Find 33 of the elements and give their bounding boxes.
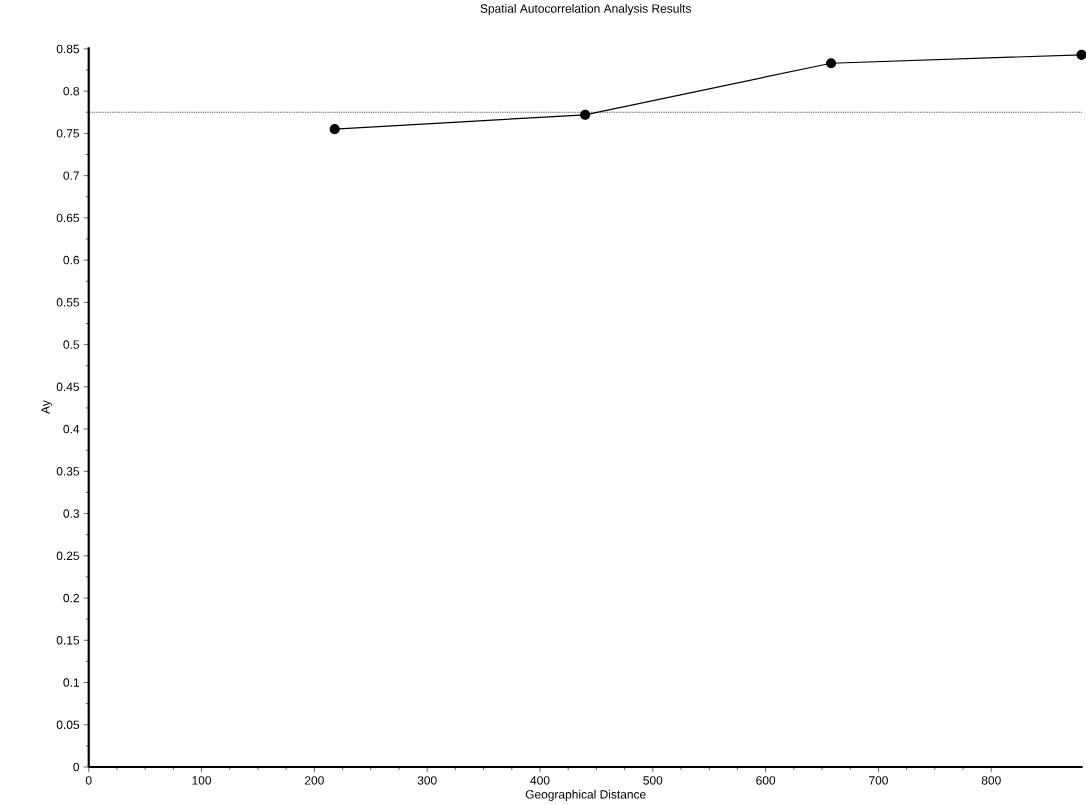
y-tick-label: 0.75 — [56, 129, 80, 138]
y-tick-label: 0.4 — [63, 424, 80, 434]
y-tick-label: 0.6 — [63, 255, 80, 265]
x-tick-label: 0 — [85, 776, 92, 785]
chart-title: Spatial Autocorrelation Analysis Results — [480, 3, 691, 16]
y-tick-label: 0.8 — [63, 86, 80, 96]
y-tick-label: 0.55 — [56, 298, 80, 307]
y-tick-label: 0.2 — [63, 593, 79, 603]
y-tick-label: 0.45 — [56, 382, 80, 392]
x-tick-label: 400 — [530, 776, 550, 785]
point — [580, 109, 591, 120]
x-tick-label: 200 — [304, 776, 324, 785]
y-tick-label: 0.5 — [63, 340, 80, 349]
x-tick-label: 700 — [869, 776, 888, 785]
y-tick-label: 0.1 — [63, 678, 79, 687]
y-tick-label: 0.35 — [56, 467, 80, 476]
x-tick-label: 300 — [417, 776, 437, 785]
point — [329, 124, 340, 135]
x-tick-label: 800 — [981, 776, 1001, 785]
y-tick-label: 0.25 — [56, 551, 80, 561]
x-tick-label: 600 — [756, 776, 776, 785]
y-tick-label: 0.15 — [56, 636, 80, 645]
y-tick-label: 0.3 — [63, 509, 80, 518]
x-tick-label: 100 — [192, 776, 212, 785]
y-tick-label: 0.05 — [56, 720, 80, 730]
y-tick-label: 0 — [73, 762, 80, 772]
y-tick-label: 0.65 — [56, 213, 80, 223]
y-axis-title: Ay — [41, 400, 53, 414]
x-tick-label: 500 — [643, 776, 663, 785]
x-axis-title: Geographical Distance — [525, 789, 646, 801]
point — [825, 58, 837, 69]
y-tick-label: 0.85 — [56, 44, 80, 54]
y-tick-label: 0.7 — [63, 171, 79, 180]
